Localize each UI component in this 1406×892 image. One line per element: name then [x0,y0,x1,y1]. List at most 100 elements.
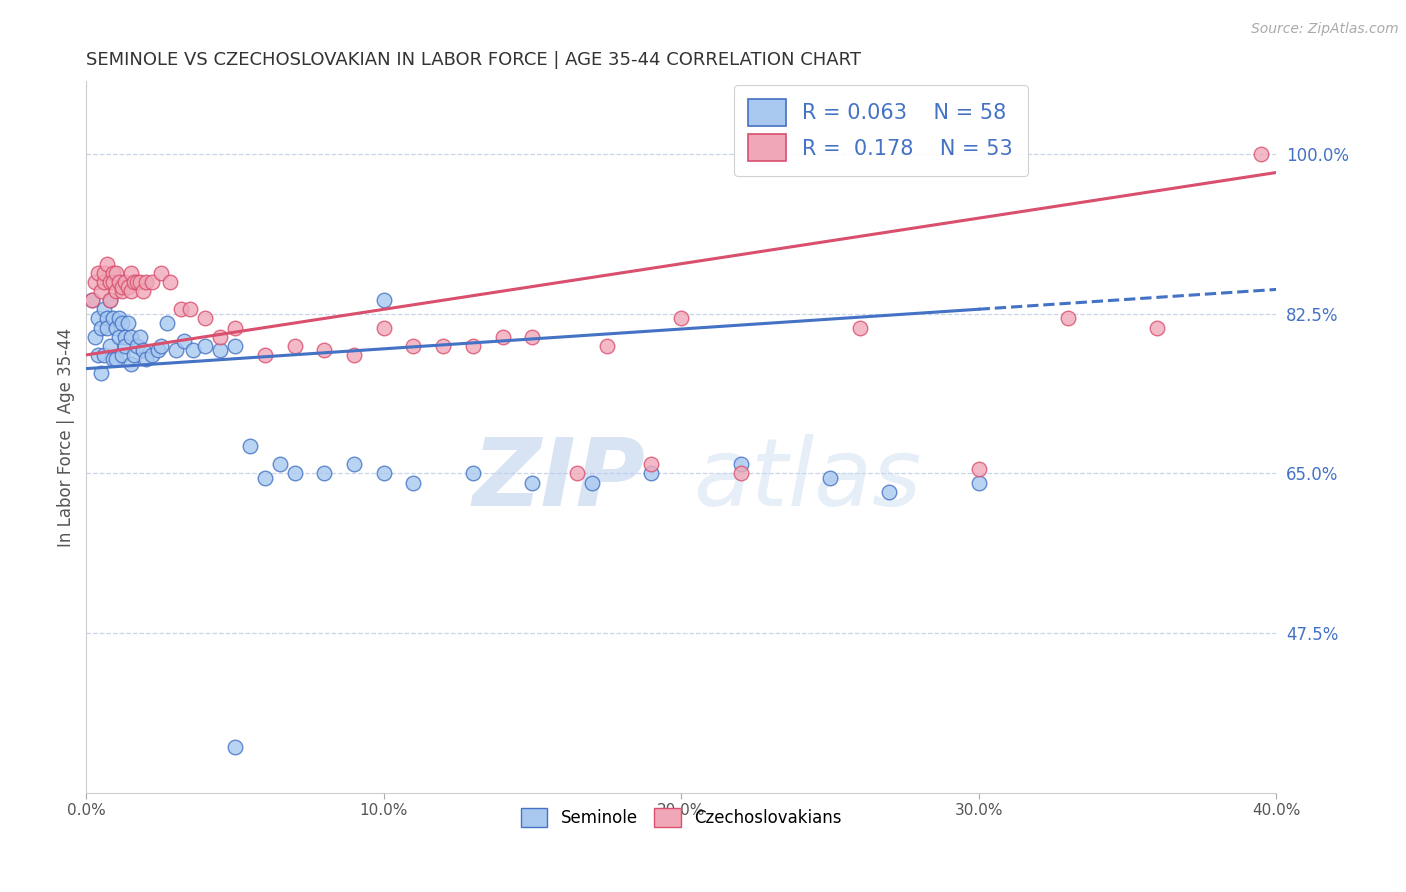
Point [96,320,118,334]
Point [84,275,107,289]
Point [111,279,134,293]
Point [239,439,262,453]
Point [87,266,110,280]
Point [90,284,112,298]
Point [120,357,142,371]
Point [373,293,395,308]
Point [120,266,142,280]
Point [565,467,588,481]
Point [98,293,121,308]
Point [283,339,305,353]
Point [141,275,163,289]
Point [98,293,121,308]
Point [581,475,603,490]
Point [1057,311,1080,326]
Point [879,484,901,499]
Point [114,329,136,343]
Point [146,343,169,358]
Text: SEMINOLE VS CZECHOSLOVAKIAN IN LABOR FORCE | AGE 35-44 CORRELATION CHART: SEMINOLE VS CZECHOSLOVAKIAN IN LABOR FOR… [86,51,862,69]
Point [402,475,425,490]
Point [253,471,276,485]
Point [90,366,112,380]
Point [105,352,128,367]
Point [122,348,145,362]
Point [818,471,841,485]
Point [82,293,104,308]
Point [224,339,246,353]
Point [108,275,131,289]
Point [96,311,118,326]
Point [132,284,155,298]
Point [90,320,112,334]
Point [120,284,142,298]
Point [101,275,124,289]
Point [269,458,291,472]
Text: Source: ZipAtlas.com: Source: ZipAtlas.com [1251,22,1399,37]
Point [105,284,128,298]
Point [114,275,136,289]
Point [84,329,107,343]
Point [108,311,131,326]
Point [93,348,115,362]
Point [135,275,157,289]
Point [343,458,366,472]
Point [730,458,752,472]
Point [343,348,366,362]
Point [402,339,425,353]
Point [1146,320,1168,334]
Point [101,266,124,280]
Point [149,266,172,280]
Point [101,352,124,367]
Point [93,275,115,289]
Point [122,275,145,289]
Point [159,275,181,289]
Point [194,311,217,326]
Point [155,316,177,330]
Point [105,266,128,280]
Point [132,343,155,358]
Point [111,284,134,298]
Point [117,316,139,330]
Point [669,311,692,326]
Point [209,343,232,358]
Point [461,467,484,481]
Point [87,311,110,326]
Point [730,467,752,481]
Point [373,467,395,481]
Point [967,462,990,476]
Point [314,467,336,481]
Point [179,302,201,317]
Point [82,293,104,308]
Point [114,339,136,353]
Point [640,458,662,472]
Point [194,339,217,353]
Point [111,348,134,362]
Point [1250,147,1272,161]
Point [93,266,115,280]
Point [135,352,157,367]
Point [967,475,990,490]
Point [373,320,395,334]
Point [522,475,544,490]
Point [640,467,662,481]
Point [87,348,110,362]
Point [101,311,124,326]
Point [117,279,139,293]
Point [253,348,276,362]
Point [125,339,148,353]
Point [96,257,118,271]
Y-axis label: In Labor Force | Age 35-44: In Labor Force | Age 35-44 [58,327,75,547]
Point [492,329,515,343]
Point [141,348,163,362]
Point [461,339,484,353]
Point [596,339,619,353]
Point [848,320,870,334]
Point [165,343,187,358]
Text: atlas: atlas [693,434,921,525]
Point [314,343,336,358]
Point [522,329,544,343]
Point [283,467,305,481]
Point [432,339,454,353]
Point [93,302,115,317]
Point [149,339,172,353]
